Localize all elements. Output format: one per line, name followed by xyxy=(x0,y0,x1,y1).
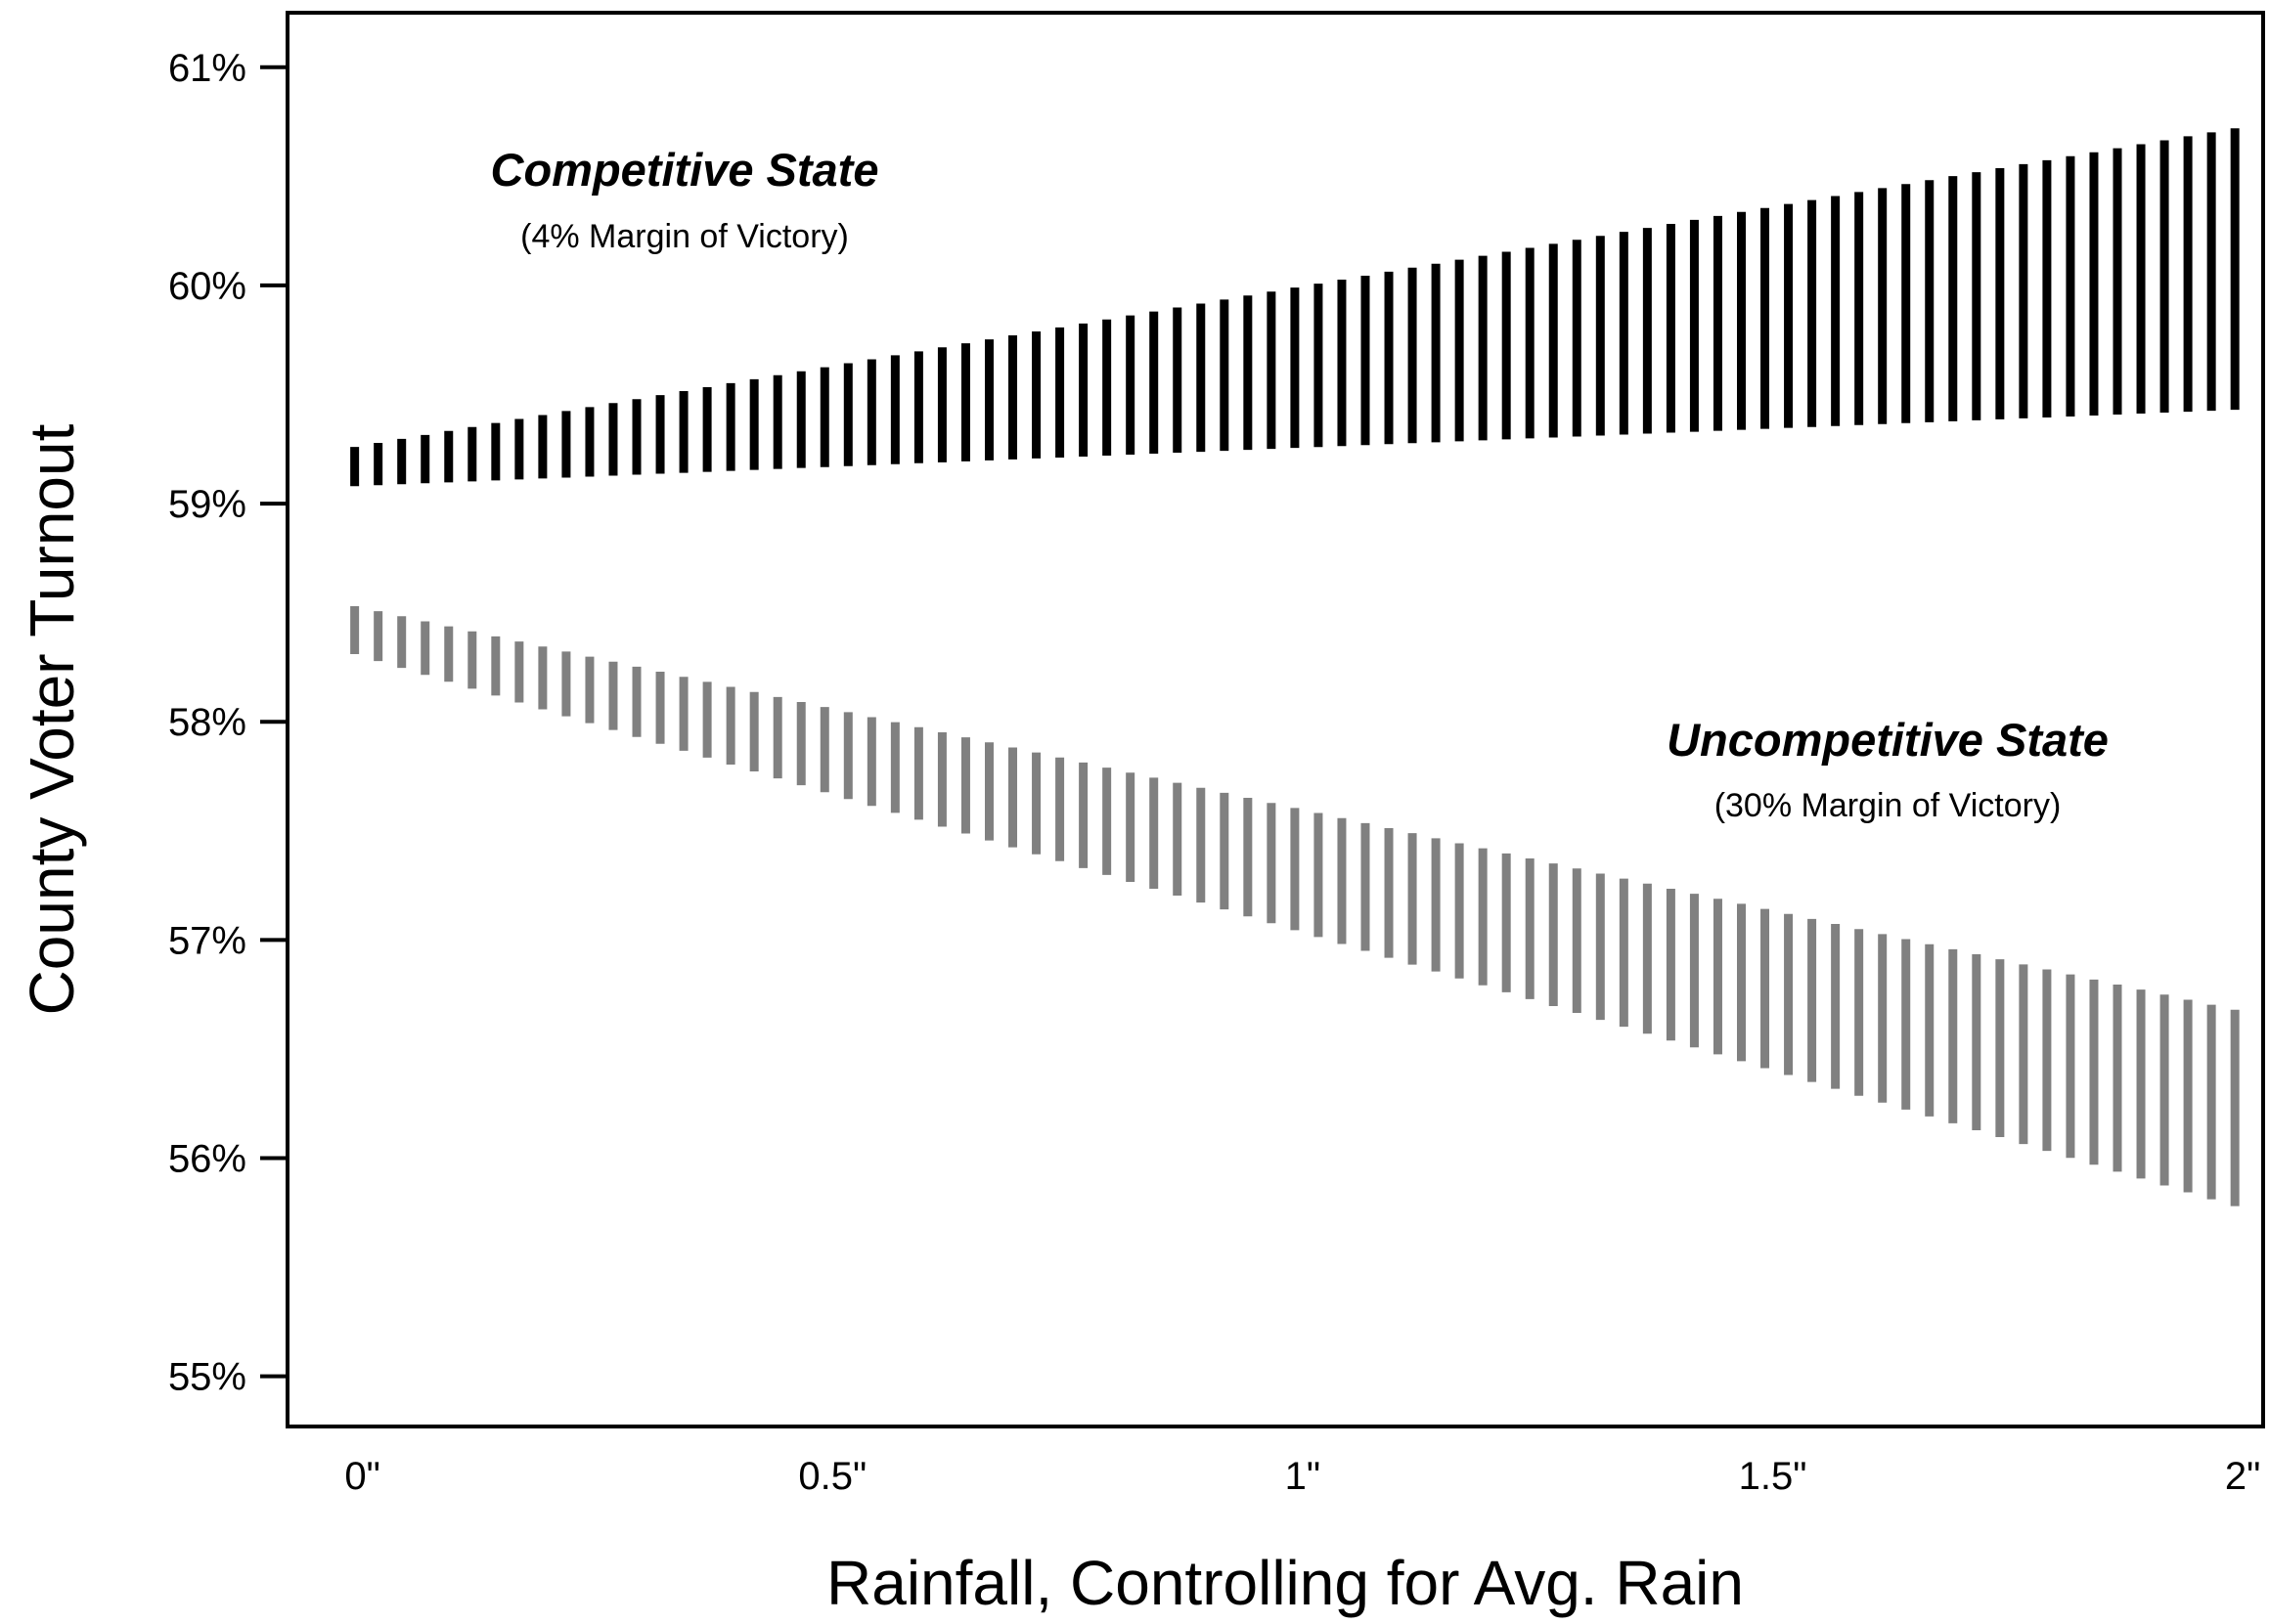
series-layer xyxy=(350,128,2240,1207)
plot-frame xyxy=(286,11,2265,1428)
x-axis-title: Rainfall, Controlling for Avg. Rain xyxy=(826,1548,1744,1618)
y-tick-label: 58% xyxy=(168,701,246,744)
x-tick-label: 0" xyxy=(344,1455,379,1498)
series-0 xyxy=(350,128,2240,487)
y-tick-label: 60% xyxy=(168,265,246,308)
y-tick-label: 56% xyxy=(168,1138,246,1181)
annotation-uncompetitive-title: Uncompetitive State xyxy=(1667,714,2109,766)
x-tick-label: 2" xyxy=(2225,1455,2260,1498)
x-tick-label: 1.5" xyxy=(1739,1455,1807,1498)
y-tick-label: 57% xyxy=(168,919,246,962)
annotation-competitive-subtitle: (4% Margin of Victory) xyxy=(520,218,849,255)
x-tick-label: 1" xyxy=(1285,1455,1320,1498)
y-tick-label: 59% xyxy=(168,483,246,526)
x-tick-label: 0.5" xyxy=(798,1455,867,1498)
series-1 xyxy=(350,605,2240,1207)
annotation-uncompetitive-subtitle: (30% Margin of Victory) xyxy=(1714,787,2062,824)
x-axis-ticks: 0" 0.5" 1" 1.5" 2" xyxy=(344,1455,2260,1498)
y-tick-label: 61% xyxy=(168,47,246,90)
y-axis-title: County Voter Turnout xyxy=(17,423,87,1015)
annotation-competitive-title: Competitive State xyxy=(491,144,879,196)
y-tick-label: 55% xyxy=(168,1356,246,1399)
y-axis-ticks: 55% 56% 57% 58% 59% 60% 61% xyxy=(168,47,288,1399)
